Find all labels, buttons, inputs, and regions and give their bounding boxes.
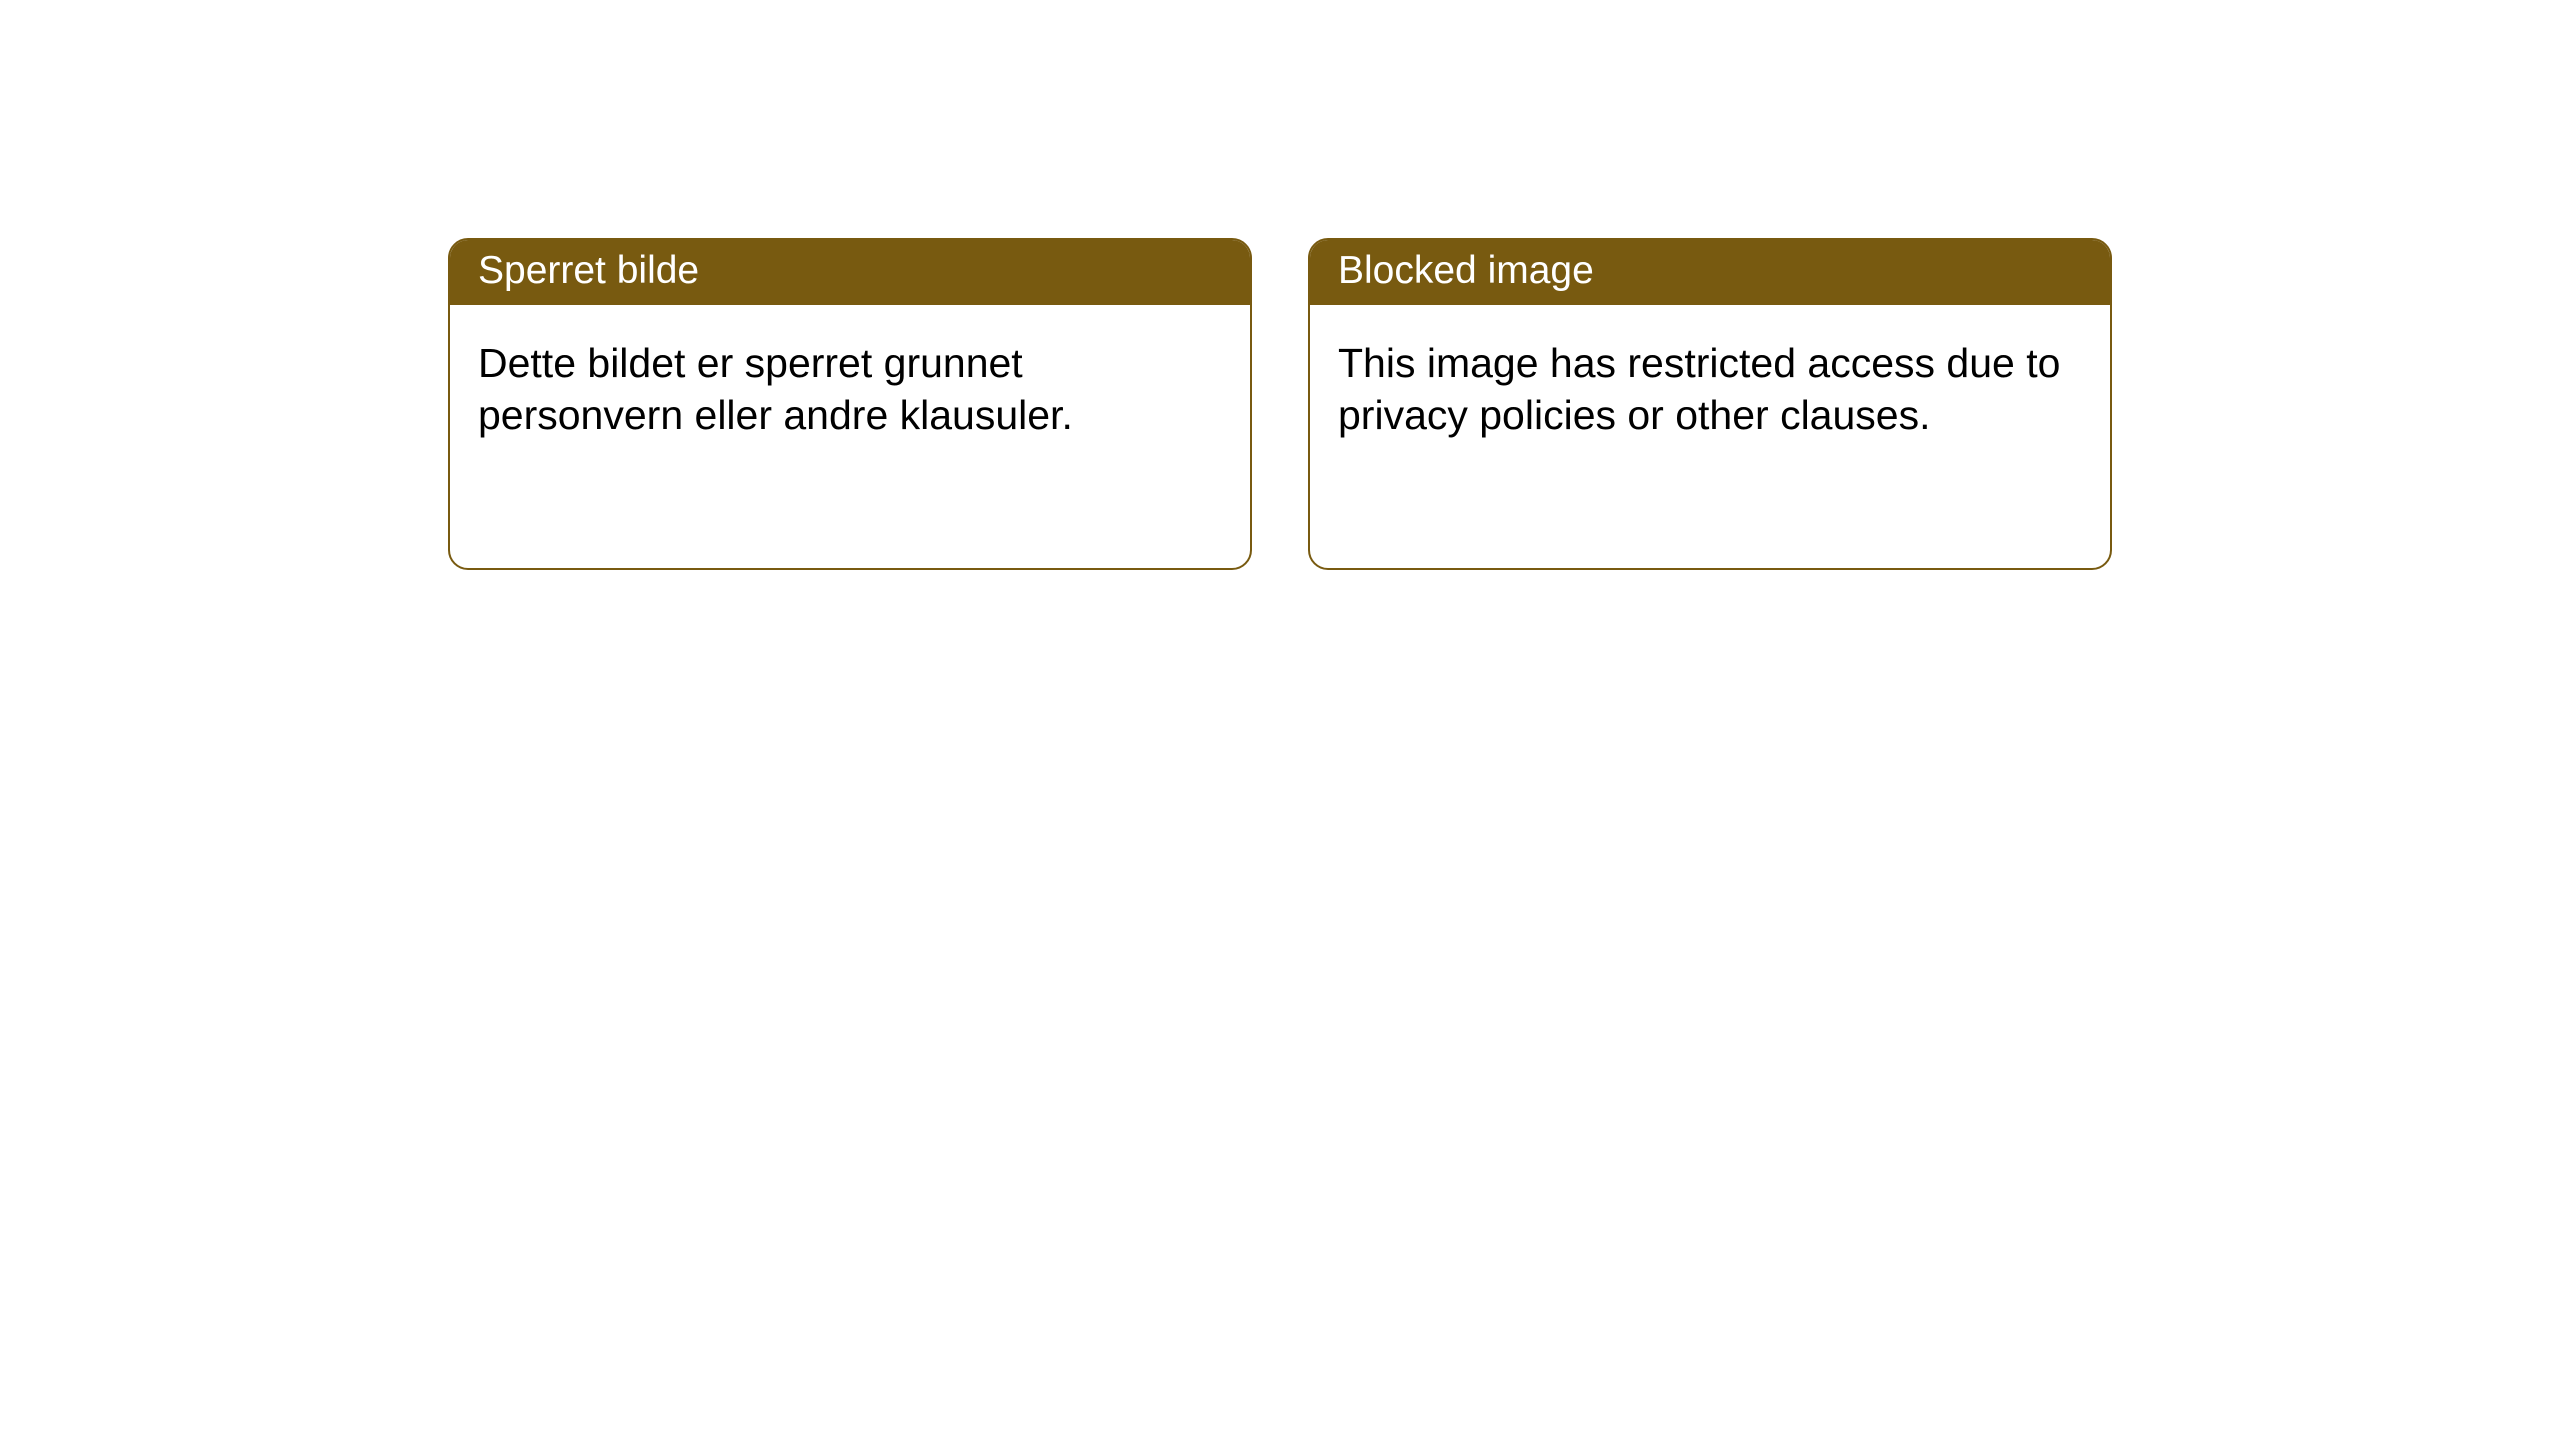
notice-body: Dette bildet er sperret grunnet personve… bbox=[450, 305, 1250, 474]
notice-title: Blocked image bbox=[1310, 240, 2110, 305]
notice-card-english: Blocked image This image has restricted … bbox=[1308, 238, 2112, 570]
notice-title: Sperret bilde bbox=[450, 240, 1250, 305]
notice-body: This image has restricted access due to … bbox=[1310, 305, 2110, 474]
notice-container: Sperret bilde Dette bildet er sperret gr… bbox=[0, 0, 2560, 570]
notice-card-norwegian: Sperret bilde Dette bildet er sperret gr… bbox=[448, 238, 1252, 570]
